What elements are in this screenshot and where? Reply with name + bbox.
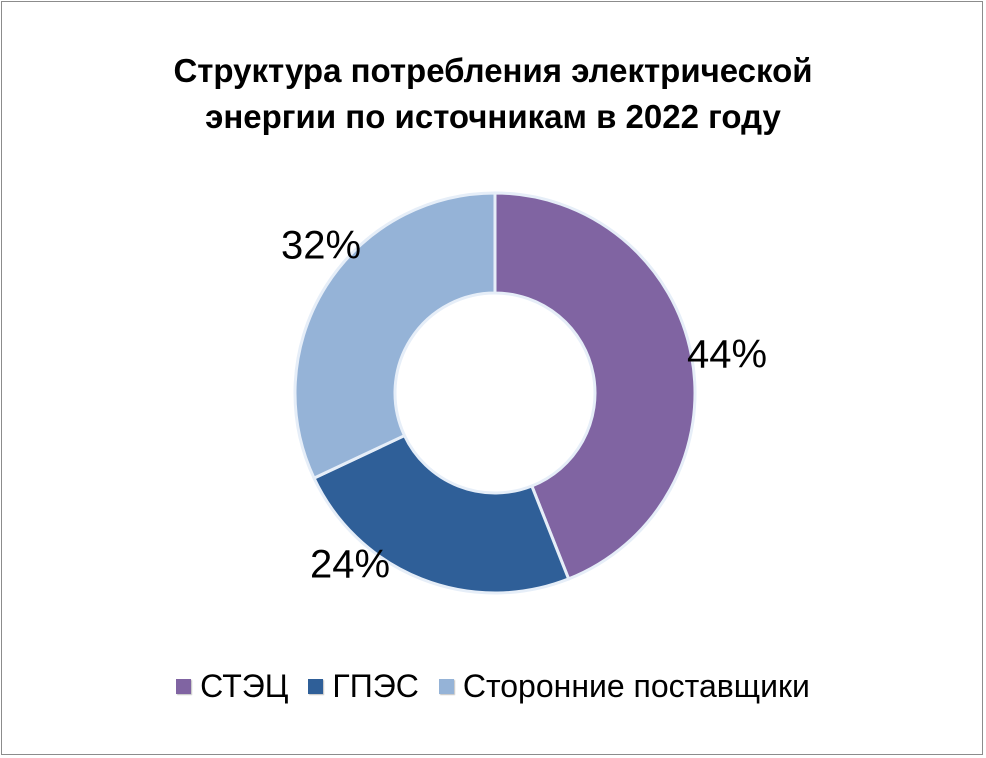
legend-item-2: ГПЭС: [308, 668, 419, 705]
legend-label-3: Сторонние поставщики: [462, 668, 810, 704]
legend-item-3: Сторонние поставщики: [438, 668, 810, 705]
legend-swatch-1: [176, 679, 192, 694]
data-label-1: 44%: [687, 333, 767, 377]
legend-swatch-3: [438, 679, 454, 694]
data-label-3: 32%: [281, 224, 361, 268]
chart-title: Структура потребления электрической энер…: [0, 48, 986, 140]
legend-swatch-2: [308, 679, 324, 694]
doughnut-slices: [293, 191, 697, 595]
slice-2: [312, 433, 571, 595]
legend-label-2: ГПЭС: [332, 668, 419, 704]
data-labels: 44% 24% 32%: [281, 224, 767, 587]
data-label-2: 24%: [310, 543, 390, 587]
chart-legend: СТЭЦ ГПЭС Сторонние поставщики: [0, 668, 986, 705]
chart-title-line-2: энергии по источникам в 2022 году: [205, 98, 781, 135]
legend-label-1: СТЭЦ: [200, 668, 289, 704]
slice-1: [493, 191, 697, 581]
chart-title-line-1: Структура потребления электрической: [173, 52, 813, 89]
legend-item-1: СТЭЦ: [176, 668, 288, 705]
slice-3: [293, 191, 497, 481]
